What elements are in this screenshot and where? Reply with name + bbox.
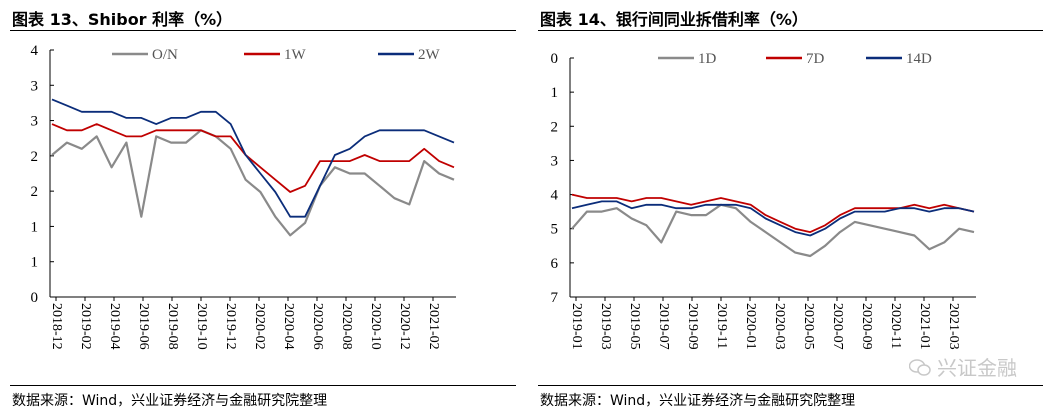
y-tick-label: 6 <box>551 256 559 272</box>
y-tick-label: 3 <box>31 114 39 130</box>
x-tick-label: 2019-08 <box>165 303 180 350</box>
x-tick-label: 2019-10 <box>194 303 209 350</box>
y-tick-label: 0 <box>31 290 39 306</box>
x-tick-label: 2020-10 <box>368 303 383 350</box>
x-tick-label: 2020-07 <box>830 303 845 350</box>
x-tick-label: 2019-03 <box>598 303 613 350</box>
x-tick-label: 2020-03 <box>772 303 787 350</box>
x-tick-label: 2021-03 <box>946 303 961 350</box>
y-tick-label: 5 <box>551 222 559 238</box>
source-note: 数据来源：Wind，兴业证券经济与金融研究院整理 <box>12 393 328 409</box>
shibor-panel: 图表 13、Shibor 利率（%） 4 3 3 2 2 1 1 0 2018-12 2019-0… <box>0 0 520 416</box>
title-divider <box>10 30 516 31</box>
legend-label: 14D <box>906 51 932 67</box>
y-tick-label: 2 <box>31 149 39 165</box>
chart-title: 图表 14、银行间同业拆借利率（%） <box>540 10 808 29</box>
x-tick-label: 2020-01 <box>743 303 758 350</box>
series-line-on <box>51 129 455 237</box>
x-tick-label: 2020-08 <box>339 303 354 350</box>
y-tick-label: 0 <box>551 51 559 67</box>
legend-label: O/N <box>152 47 178 63</box>
y-tick-label: 3 <box>31 78 39 94</box>
source-divider <box>10 385 516 386</box>
y-tick-label: 1 <box>31 255 39 271</box>
x-tick-label: 2020-11 <box>888 303 903 349</box>
y-tick-label: 3 <box>551 153 559 169</box>
source-note: 数据来源：Wind，兴业证券经济与金融研究院整理 <box>540 393 856 409</box>
legend-label: 1W <box>284 47 307 63</box>
y-tick-label: 2 <box>551 119 559 135</box>
x-tick-label: 2019-06 <box>136 303 151 350</box>
x-tick-label: 2019-09 <box>685 303 700 350</box>
x-tick-label: 2019-02 <box>78 303 93 350</box>
interbank-panel: 图表 14、银行间同业拆借利率（%） 0 1 2 3 4 5 6 7 2019-01 2019-0… <box>528 0 1047 416</box>
x-tick-label: 2020-04 <box>281 303 296 350</box>
legend-label: 7D <box>806 51 825 67</box>
x-tick-label: 2019-05 <box>627 303 642 350</box>
x-tick-label: 2020-12 <box>397 303 412 350</box>
legend-label: 1D <box>698 51 717 67</box>
shibor-line-chart: 4 3 3 2 2 1 1 0 2018-12 2019-02 2019-04 2019-06 2019… <box>31 43 456 350</box>
watermark-text: 兴证金融 <box>937 356 1017 380</box>
series-line-14d <box>571 200 975 237</box>
series-line-1d <box>571 203 975 258</box>
x-tick-label: 2019-01 <box>569 303 584 350</box>
x-tick-label: 2020-05 <box>801 303 816 350</box>
x-tick-label: 2019-04 <box>107 303 122 350</box>
x-tick-label: 2019-07 <box>656 303 671 350</box>
x-tick-label: 2018-12 <box>49 303 64 350</box>
x-tick-label: 2020-06 <box>310 303 325 350</box>
y-tick-label: 4 <box>31 43 39 59</box>
y-tick-label: 1 <box>31 219 39 235</box>
y-tick-label: 4 <box>551 188 559 204</box>
source-divider <box>538 385 1043 386</box>
x-tick-label: 2021-02 <box>426 303 441 350</box>
y-tick-label: 7 <box>551 290 559 306</box>
series-line-1w <box>51 123 455 193</box>
chart-title: 图表 13、Shibor 利率（%） <box>12 10 233 29</box>
interbank-line-chart: 0 1 2 3 4 5 6 7 2019-01 2019-03 2019-05 2019-07 2019… <box>551 51 976 350</box>
x-tick-label: 2021-01 <box>917 303 932 350</box>
series-line-2w <box>51 98 455 218</box>
x-tick-label: 2020-09 <box>859 303 874 350</box>
series-line-7d <box>571 193 975 234</box>
legend-label: 2W <box>418 47 441 63</box>
wechat-icon <box>909 359 931 376</box>
y-tick-label: 1 <box>551 85 559 101</box>
watermark: 兴证金融 <box>909 352 1017 381</box>
x-tick-label: 2019-12 <box>223 303 238 350</box>
y-tick-label: 2 <box>31 184 39 200</box>
x-tick-label: 2020-02 <box>252 303 267 350</box>
x-tick-label: 2019-11 <box>714 303 729 349</box>
title-divider <box>538 30 1043 31</box>
